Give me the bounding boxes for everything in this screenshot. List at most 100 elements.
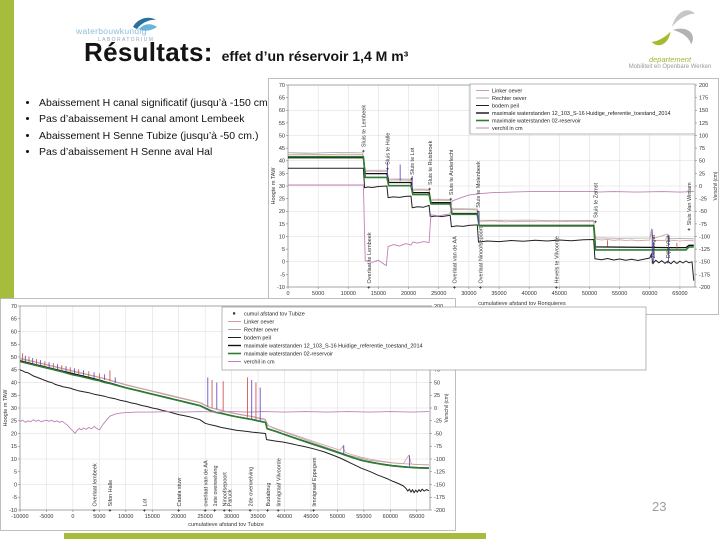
svg-text:60: 60 <box>11 329 17 335</box>
svg-text:0: 0 <box>434 406 437 412</box>
svg-text:15000: 15000 <box>145 514 160 520</box>
station-label: Budabrug <box>266 483 272 507</box>
svg-text:15: 15 <box>279 222 285 228</box>
svg-text:25: 25 <box>434 393 440 399</box>
svg-text:55000: 55000 <box>356 514 371 520</box>
svg-text:15: 15 <box>11 444 17 450</box>
svg-text:-100: -100 <box>434 457 445 463</box>
departement-text: departement <box>648 55 692 64</box>
svg-text:-5: -5 <box>12 495 17 501</box>
station-label: overlaat van de AA <box>203 460 209 507</box>
legend-label: Rechter oever <box>244 327 279 333</box>
svg-text:100: 100 <box>699 133 708 139</box>
station-label: Catala stuw <box>177 478 183 507</box>
axes: -10-50510152025303540455055606570-200-17… <box>271 83 719 307</box>
left-axis-label: Hoogte m TAW <box>271 167 277 205</box>
svg-text:25000: 25000 <box>431 291 446 297</box>
station-label: Sluis te Ruisbroek <box>428 140 434 185</box>
svg-text:-10000: -10000 <box>11 514 28 520</box>
series-verchil-in-cm <box>288 184 694 267</box>
station-label: 2de overwelving <box>248 467 254 507</box>
svg-text:55000: 55000 <box>612 291 627 297</box>
laboratorium-logo-text: LABORATORIUM <box>98 37 155 43</box>
station-label: Hevels te Vilvoorde <box>555 236 561 283</box>
legend-label: cumul afstand tov Tubize <box>244 311 305 317</box>
waterbouwkundig-logo: waterbouwkundig LABORATORIUM <box>76 17 157 43</box>
legend-label: Linker oever <box>492 88 522 94</box>
svg-text:70: 70 <box>11 304 17 310</box>
svg-text:50: 50 <box>279 133 285 139</box>
series-verchil-in-cm <box>20 411 429 434</box>
svg-text:25: 25 <box>279 197 285 203</box>
svg-text:0: 0 <box>14 482 17 488</box>
legend-label: verchil in cm <box>244 359 275 365</box>
legend-label: Linker oever <box>244 319 274 325</box>
svg-text:25: 25 <box>11 419 17 425</box>
axes: -10-50510152025303540455055606570-200-17… <box>3 304 450 528</box>
svg-text:150: 150 <box>699 108 708 114</box>
title-sub: effet d’un réservoir 1,4 M m³ <box>221 48 409 64</box>
station-label: 1ste overwelving <box>213 465 219 506</box>
svg-text:30: 30 <box>279 184 285 190</box>
departement-logo: departement Mobiliteit en Openbare Werke… <box>628 4 712 70</box>
title-main: Résultats: <box>84 37 213 67</box>
svg-text:35000: 35000 <box>491 291 506 297</box>
svg-text:45000: 45000 <box>303 514 318 520</box>
series-max-waterstanden-02-reservoir <box>20 360 429 469</box>
svg-text:50: 50 <box>434 380 440 386</box>
station-label: Sluis te Lembeek <box>362 105 368 147</box>
svg-text:-125: -125 <box>699 247 710 253</box>
svg-text:60: 60 <box>279 108 285 114</box>
series-max-waterstanden-02-reservoir <box>288 155 694 251</box>
station-label: Lot <box>143 498 149 506</box>
x-axis-label: cumulatieve afstand tov Ronquieres <box>478 301 566 307</box>
svg-text:30000: 30000 <box>461 291 476 297</box>
bullet-item: Pas d’abaissement H Senne aval Hal <box>39 146 281 159</box>
svg-text:-50: -50 <box>434 431 442 437</box>
station-label: Sluis te Zemst <box>594 183 600 218</box>
svg-text:-25: -25 <box>699 197 707 203</box>
svg-text:125: 125 <box>699 121 708 127</box>
bullet-item: Abaissement H Senne Tubize (jusqu’à -50 … <box>39 130 281 143</box>
bottom-chart-senne-profile: -10-50510152025303540455055606570-200-17… <box>0 298 647 531</box>
svg-text:25: 25 <box>699 171 705 177</box>
bullet-item: Pas d’abaissement H canal amont Lembeek <box>39 113 281 126</box>
legend-label: verchil in cm <box>492 126 523 132</box>
svg-text:50000: 50000 <box>330 514 345 520</box>
svg-text:40: 40 <box>279 159 285 165</box>
x-axis-label: cumulatieve afstand tov Tubize <box>188 522 264 528</box>
svg-text:15000: 15000 <box>371 291 386 297</box>
station-label: Sluis te Lot <box>410 147 416 175</box>
station-label: limnigraaf Eppegem <box>312 457 318 506</box>
station-label: Sluis te Anderlecht <box>449 149 455 195</box>
legend-label: bodem peil <box>492 103 519 109</box>
station-label: Overlaat lembeek <box>92 463 98 506</box>
station-label: Sifon Halle <box>108 480 114 507</box>
svg-text:50000: 50000 <box>582 291 597 297</box>
svg-text:65: 65 <box>279 96 285 102</box>
svg-text:-175: -175 <box>434 495 445 501</box>
station-label: Zennegat <box>651 235 657 259</box>
svg-text:70: 70 <box>279 83 285 89</box>
svg-text:75: 75 <box>434 368 440 374</box>
station-label: Overlaat te Lembeek <box>367 232 373 283</box>
svg-text:40000: 40000 <box>522 291 537 297</box>
departement-logo-icon <box>651 10 695 46</box>
svg-text:35000: 35000 <box>250 514 265 520</box>
station-label: Sluis te Halle <box>386 133 392 165</box>
svg-text:35: 35 <box>279 171 285 177</box>
legend-label: maximale waterstanden 02-reservoir <box>244 351 333 357</box>
svg-text:60000: 60000 <box>383 514 398 520</box>
svg-text:65000: 65000 <box>409 514 424 520</box>
svg-text:10: 10 <box>279 234 285 240</box>
series-bodem-peil <box>288 167 695 281</box>
svg-text:45: 45 <box>11 368 17 374</box>
station-label: Sluis Van Wintam <box>687 182 693 225</box>
svg-text:-5: -5 <box>280 272 285 278</box>
svg-text:-200: -200 <box>699 285 710 291</box>
station-label: Overlaat van de AA <box>453 236 459 284</box>
svg-text:-25: -25 <box>434 419 442 425</box>
station-label: Sluis te Molenbeek <box>476 161 482 208</box>
legend: cumul afstand tov Tubize Linker oever Rech… <box>221 306 647 371</box>
